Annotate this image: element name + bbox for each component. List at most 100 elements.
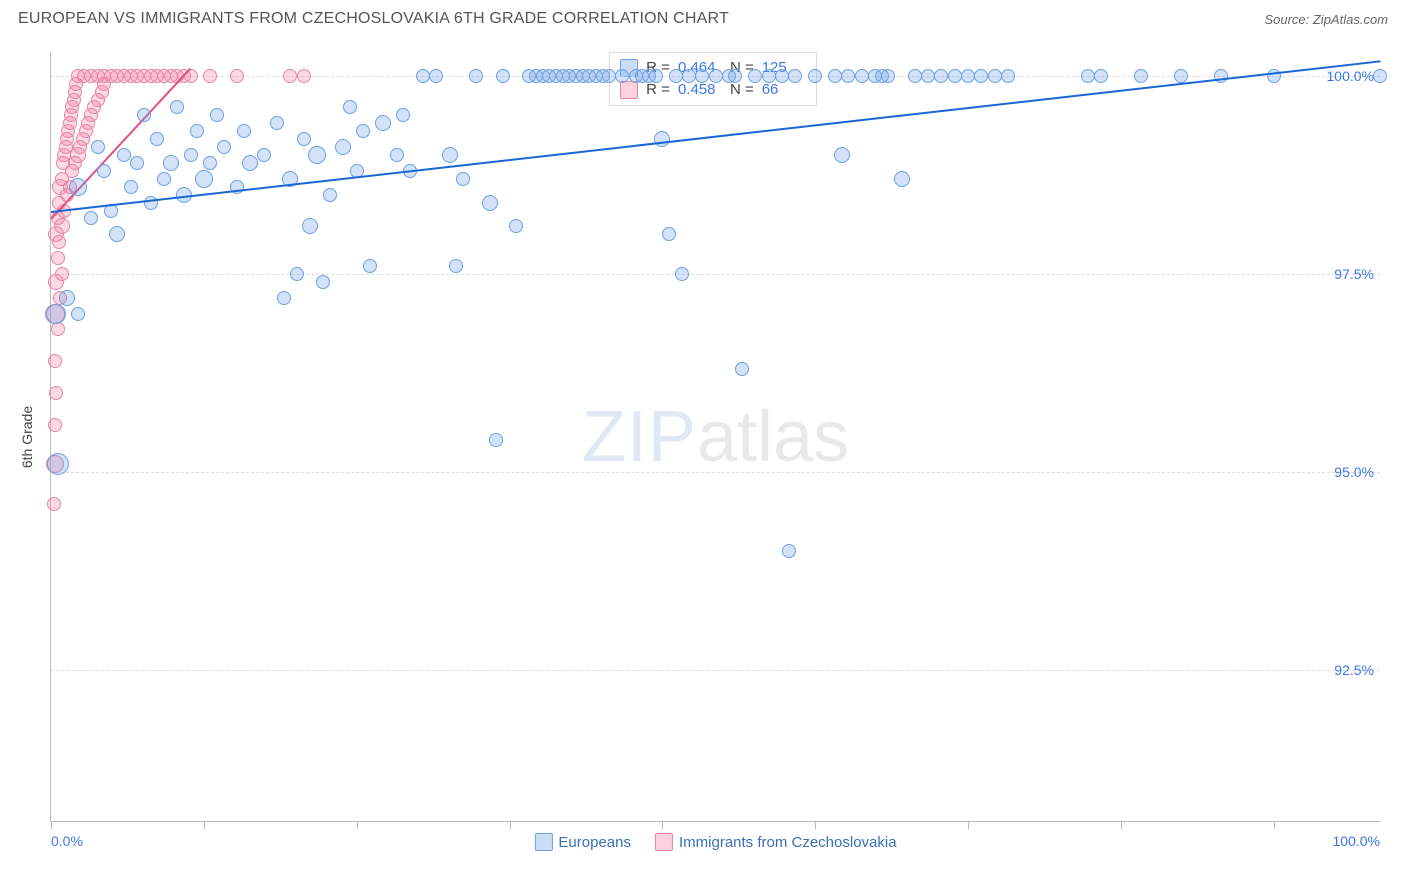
point-europeans	[130, 156, 144, 170]
point-czech	[51, 322, 65, 336]
point-europeans	[908, 69, 922, 83]
series-legend: Europeans Immigrants from Czechoslovakia	[534, 833, 896, 851]
point-europeans	[834, 147, 850, 163]
point-europeans	[390, 148, 404, 162]
xtick	[815, 821, 816, 829]
point-europeans	[356, 124, 370, 138]
swatch-czech	[655, 833, 673, 851]
point-europeans	[974, 69, 988, 83]
point-europeans	[46, 304, 66, 324]
point-europeans	[894, 171, 910, 187]
point-europeans	[290, 267, 304, 281]
point-europeans	[217, 140, 231, 154]
point-europeans	[675, 267, 689, 281]
point-europeans	[416, 69, 430, 83]
point-europeans	[150, 132, 164, 146]
xtick	[662, 821, 663, 829]
grid-line	[51, 670, 1380, 671]
point-europeans	[788, 69, 802, 83]
point-europeans	[47, 453, 69, 475]
point-europeans	[489, 433, 503, 447]
point-europeans	[335, 139, 351, 155]
point-europeans	[456, 172, 470, 186]
point-czech	[49, 386, 63, 400]
point-europeans	[117, 148, 131, 162]
point-europeans	[449, 259, 463, 273]
swatch-europeans	[534, 833, 552, 851]
xtick	[968, 821, 969, 829]
point-czech	[203, 69, 217, 83]
point-europeans	[1134, 69, 1148, 83]
point-europeans	[841, 69, 855, 83]
point-europeans	[988, 69, 1002, 83]
point-europeans	[881, 69, 895, 83]
point-europeans	[442, 147, 458, 163]
point-europeans	[203, 156, 217, 170]
point-czech	[55, 267, 69, 281]
point-europeans	[482, 195, 498, 211]
point-europeans	[137, 108, 151, 122]
ytick-label: 95.0%	[1334, 464, 1374, 480]
point-europeans	[316, 275, 330, 289]
point-europeans	[695, 69, 709, 83]
point-czech	[297, 69, 311, 83]
source-label: Source: ZipAtlas.com	[1264, 12, 1388, 27]
y-axis-label: 6th Grade	[19, 405, 35, 467]
point-europeans	[782, 544, 796, 558]
point-europeans	[270, 116, 284, 130]
point-europeans	[109, 226, 125, 242]
point-czech	[48, 354, 62, 368]
point-europeans	[1094, 69, 1108, 83]
point-europeans	[396, 108, 410, 122]
point-czech	[230, 69, 244, 83]
point-europeans	[124, 180, 138, 194]
point-europeans	[210, 108, 224, 122]
xtick	[510, 821, 511, 829]
point-europeans	[602, 69, 616, 83]
xtick	[1121, 821, 1122, 829]
point-europeans	[649, 69, 663, 83]
point-europeans	[1081, 69, 1095, 83]
point-europeans	[170, 100, 184, 114]
point-europeans	[277, 291, 291, 305]
point-europeans	[728, 69, 742, 83]
xtick-label: 100.0%	[1333, 833, 1380, 849]
grid-line	[51, 274, 1380, 275]
ytick-label: 97.5%	[1334, 266, 1374, 282]
point-europeans	[775, 69, 789, 83]
point-europeans	[323, 188, 337, 202]
point-europeans	[615, 69, 629, 83]
point-europeans	[855, 69, 869, 83]
point-europeans	[735, 362, 749, 376]
point-europeans	[163, 155, 179, 171]
point-czech	[47, 497, 61, 511]
point-europeans	[71, 307, 85, 321]
point-europeans	[808, 69, 822, 83]
point-europeans	[84, 211, 98, 225]
ytick-label: 100.0%	[1327, 68, 1374, 84]
point-europeans	[144, 196, 158, 210]
point-europeans	[948, 69, 962, 83]
point-europeans	[1001, 69, 1015, 83]
point-europeans	[302, 218, 318, 234]
plot-area: 6th Grade ZIPatlas R = 0.464 N = 125 R =…	[50, 52, 1380, 822]
xtick	[204, 821, 205, 829]
chart-container: 6th Grade ZIPatlas R = 0.464 N = 125 R =…	[40, 40, 1390, 840]
grid-line	[51, 472, 1380, 473]
point-europeans	[69, 178, 87, 196]
point-europeans	[654, 131, 670, 147]
ytick-label: 92.5%	[1334, 662, 1374, 678]
point-europeans	[1174, 69, 1188, 83]
point-europeans	[363, 259, 377, 273]
point-europeans	[921, 69, 935, 83]
legend-item-czech: Immigrants from Czechoslovakia	[655, 833, 897, 851]
point-europeans	[237, 124, 251, 138]
legend-label-europeans: Europeans	[558, 834, 631, 851]
point-europeans	[59, 290, 75, 306]
point-europeans	[375, 115, 391, 131]
point-europeans	[308, 146, 326, 164]
point-europeans	[157, 172, 171, 186]
point-europeans	[748, 69, 762, 83]
point-europeans	[1373, 69, 1387, 83]
point-europeans	[195, 170, 213, 188]
